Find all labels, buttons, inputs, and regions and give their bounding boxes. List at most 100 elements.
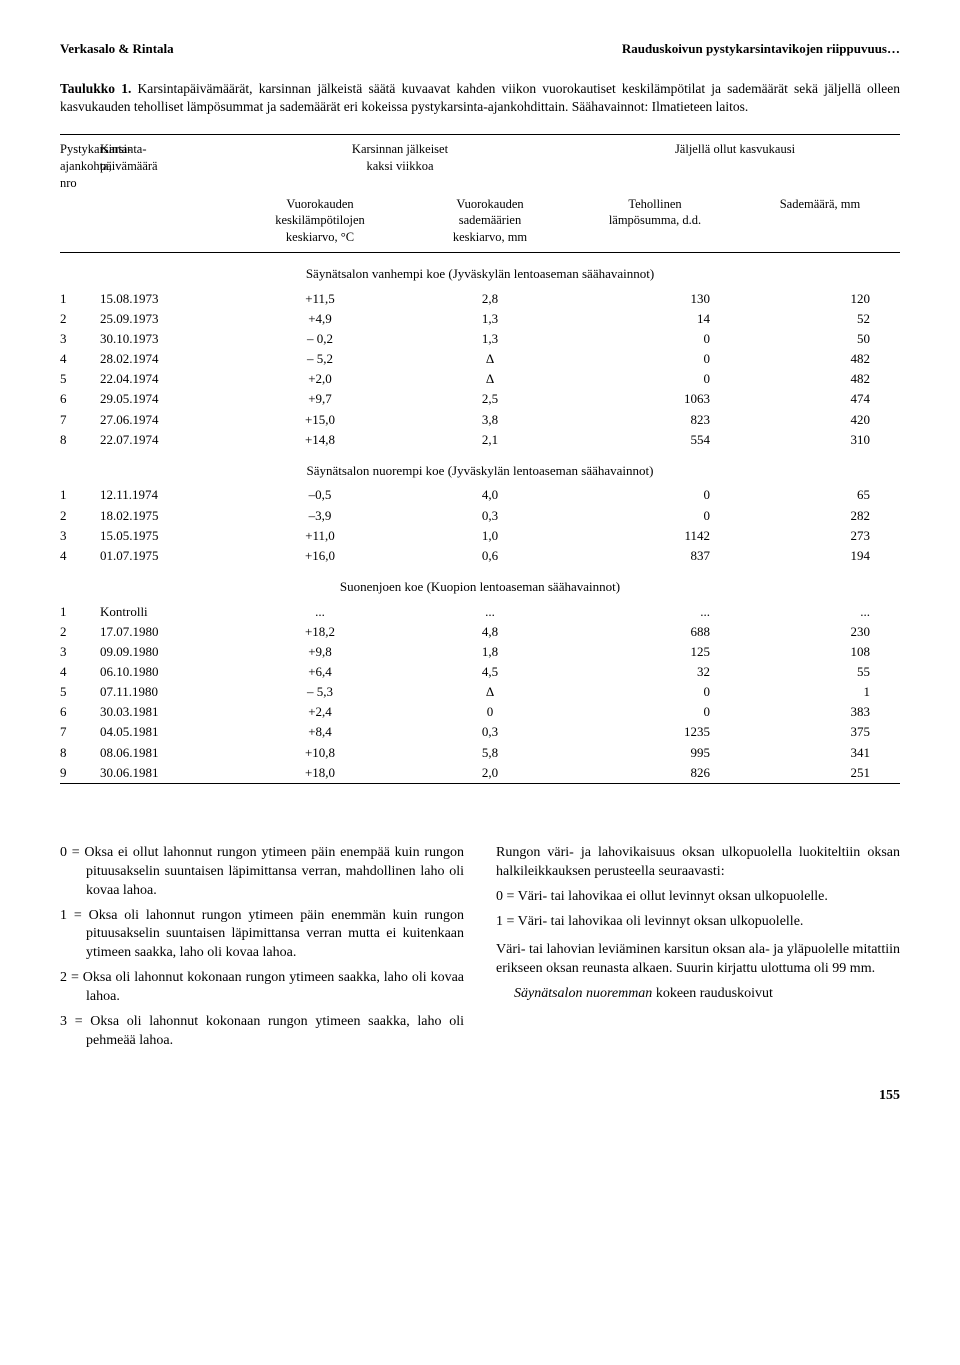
cell: 1063: [570, 389, 740, 409]
cell: +16,0: [230, 546, 410, 566]
cell: 1,0: [410, 526, 570, 546]
cell: +10,8: [230, 743, 410, 763]
cell: 15.08.1973: [100, 289, 230, 309]
cell: +11,5: [230, 289, 410, 309]
cell: 0,3: [410, 722, 570, 742]
cell: 0,3: [410, 506, 570, 526]
section-title: Säynätsalon vanhempi koe (Jyväskylän len…: [60, 265, 900, 283]
cell: 2: [60, 309, 100, 329]
body-columns: 0 = Oksa ei ollut lahonnut rungon ytimee…: [60, 844, 900, 1057]
th-two-week: Karsinnan jälkeisetkaksi viikkoa: [230, 141, 570, 192]
cell: 65: [740, 485, 900, 505]
table-row: 629.05.1974+9,72,51063474: [60, 389, 900, 409]
table-row: 522.04.1974+2,0Δ0482: [60, 369, 900, 389]
cell: ...: [740, 602, 900, 622]
cell: 0: [570, 349, 740, 369]
cell: 08.06.1981: [100, 743, 230, 763]
th-temp: Vuorokaudenkeskilämpötilojenkeskiarvo, °…: [230, 196, 410, 247]
rule-top: [60, 134, 900, 135]
cell: 30.10.1973: [100, 329, 230, 349]
cell: 3: [60, 526, 100, 546]
cell: 2: [60, 506, 100, 526]
def-item: 1 = Väri- tai lahovikaa oli levinnyt oks…: [496, 913, 900, 932]
cell: 0: [570, 329, 740, 349]
cell: 0: [410, 702, 570, 722]
cell: 108: [740, 642, 900, 662]
table-row: 309.09.1980+9,81,8125108: [60, 642, 900, 662]
cell: 4,5: [410, 662, 570, 682]
def-item: 0 = Oksa ei ollut lahonnut rungon ytimee…: [60, 844, 464, 901]
page-number: 155: [60, 1087, 900, 1106]
cell: 04.05.1981: [100, 722, 230, 742]
table-row: 218.02.1975–3,90,30282: [60, 506, 900, 526]
section-title: Säynätsalon nuorempi koe (Jyväskylän len…: [60, 462, 900, 480]
def-item: 1 = Oksa oli lahonnut rungon ytimeen päi…: [60, 907, 464, 964]
cell: 383: [740, 702, 900, 722]
cell: 0: [570, 485, 740, 505]
cell: 6: [60, 702, 100, 722]
cell: ...: [230, 602, 410, 622]
cell: 07.11.1980: [100, 682, 230, 702]
cell: 15.05.1975: [100, 526, 230, 546]
th-rain: Vuorokaudensademäärienkeskiarvo, mm: [410, 196, 570, 247]
cell: 5: [60, 682, 100, 702]
cell: 2,1: [410, 430, 570, 450]
cell: 4: [60, 349, 100, 369]
cell: 554: [570, 430, 740, 450]
th-date: Karsinta-päivämäärä: [100, 141, 230, 192]
table-row: 507.11.1980– 5,3Δ01: [60, 682, 900, 702]
cell: 3: [60, 329, 100, 349]
table-row: 401.07.1975+16,00,6837194: [60, 546, 900, 566]
def-item: 2 = Oksa oli lahonnut kokonaan rungon yt…: [60, 969, 464, 1007]
cell: 130: [570, 289, 740, 309]
table-row: 406.10.1980+6,44,53255: [60, 662, 900, 682]
cell: 5: [60, 369, 100, 389]
cell: 55: [740, 662, 900, 682]
cell: 2,5: [410, 389, 570, 409]
cell: 3,8: [410, 410, 570, 430]
cell: 826: [570, 763, 740, 783]
cell: ...: [410, 602, 570, 622]
cell: 482: [740, 369, 900, 389]
cell: 4,0: [410, 485, 570, 505]
cell: 0,6: [410, 546, 570, 566]
table-row: 115.08.1973+11,52,8130120: [60, 289, 900, 309]
table-row: 225.09.1973+4,91,31452: [60, 309, 900, 329]
cell: 125: [570, 642, 740, 662]
cell: +9,8: [230, 642, 410, 662]
cell: Δ: [410, 682, 570, 702]
cell: 22.07.1974: [100, 430, 230, 450]
cell: +9,7: [230, 389, 410, 409]
th-nro: Pystykarsinta-ajankohta,nro: [60, 141, 100, 192]
cell: –3,9: [230, 506, 410, 526]
th-season: Jäljellä ollut kasvukausi: [570, 141, 900, 192]
cell: 25.09.1973: [100, 309, 230, 329]
cell: 7: [60, 410, 100, 430]
table-row: 1Kontrolli............: [60, 602, 900, 622]
cell: 32: [570, 662, 740, 682]
cell: 420: [740, 410, 900, 430]
cell: 12.11.1974: [100, 485, 230, 505]
cell: 6: [60, 389, 100, 409]
table-row: 930.06.1981+18,02,0826251: [60, 763, 900, 783]
cell: +4,9: [230, 309, 410, 329]
cell: 7: [60, 722, 100, 742]
cell: Kontrolli: [100, 602, 230, 622]
cell: 482: [740, 349, 900, 369]
cell: 837: [570, 546, 740, 566]
cell: 8: [60, 430, 100, 450]
table-title-text: Karsintapäivämäärät, karsinnan jälkeistä…: [60, 81, 900, 114]
table-row: 822.07.1974+14,82,1554310: [60, 430, 900, 450]
cell: 2,0: [410, 763, 570, 783]
cell: 14: [570, 309, 740, 329]
rule-bottom: [60, 783, 900, 784]
right-column: Rungon väri- ja lahovikaisuus oksan ulko…: [496, 844, 900, 1057]
cell: 688: [570, 622, 740, 642]
cell: 22.04.1974: [100, 369, 230, 389]
right-p2: Väri- tai lahovian leviäminen karsitun o…: [496, 941, 900, 979]
cell: +2,0: [230, 369, 410, 389]
rule-mid: [60, 252, 900, 253]
cell: 0: [570, 506, 740, 526]
cell: 30.06.1981: [100, 763, 230, 783]
cell: 0: [570, 682, 740, 702]
